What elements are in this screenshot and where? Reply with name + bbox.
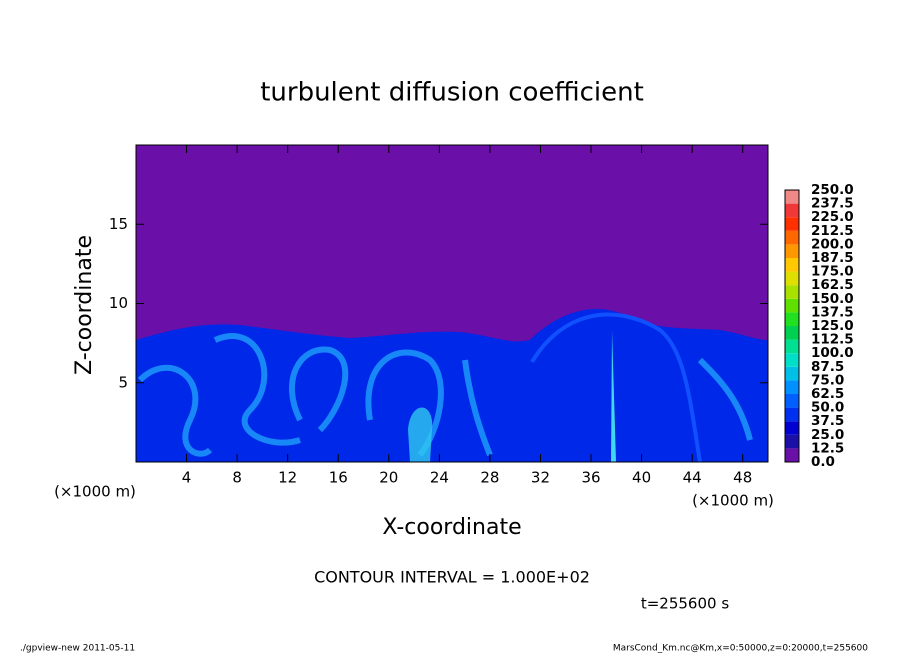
colorbar-label: 187.5 xyxy=(811,250,854,266)
field xyxy=(136,145,768,462)
colorbar-bin xyxy=(785,353,799,367)
x-tick-label: 24 xyxy=(430,469,449,487)
y-tick-label: 5 xyxy=(118,373,128,391)
x-tick-label: 44 xyxy=(683,469,702,487)
colorbar-bin xyxy=(785,339,799,354)
x-tick-label: 32 xyxy=(531,469,550,487)
colorbar-bin xyxy=(785,448,799,462)
colorbar-label: 225.0 xyxy=(811,209,854,225)
colorbar-label: 212.5 xyxy=(811,223,854,239)
y-unit: (×1000 m) xyxy=(54,483,136,501)
x-tick-label: 20 xyxy=(379,469,398,487)
colorbar-bin xyxy=(785,394,799,408)
colorbar-label: 62.5 xyxy=(811,386,844,402)
colorbar-label: 0.0 xyxy=(811,454,835,470)
colorbar-label: 25.0 xyxy=(811,427,844,443)
colorbar-bin xyxy=(785,203,799,218)
x-tick-label: 12 xyxy=(278,469,297,487)
colorbar-label: 100.0 xyxy=(811,345,854,361)
colorbar-bin xyxy=(785,326,799,340)
colorbar-bin xyxy=(785,407,799,422)
time-label: t=255600 s xyxy=(641,595,729,613)
colorbar-bin xyxy=(785,271,799,286)
colorbar-label: 150.0 xyxy=(811,291,854,307)
colorbar-label: 250.0 xyxy=(811,182,854,198)
y-axis-label: Z-coordinate xyxy=(72,235,97,375)
colorbar-bin xyxy=(785,217,799,231)
x-tick-label: 16 xyxy=(329,469,348,487)
colorbar-bin xyxy=(785,434,799,449)
x-tick-label: 8 xyxy=(232,469,242,487)
colorbar-bin xyxy=(785,258,799,272)
colorbar-label: 137.5 xyxy=(811,304,854,320)
colorbar-bin xyxy=(785,190,799,204)
colorbar-label: 125.0 xyxy=(811,318,854,334)
colorbar-label: 200.0 xyxy=(811,236,854,252)
colorbar-label: 12.5 xyxy=(811,440,844,456)
colorbar-label: 162.5 xyxy=(811,277,854,293)
contour-interval: CONTOUR INTERVAL = 1.000E+02 xyxy=(314,568,590,587)
colorbar-bin xyxy=(785,230,799,245)
x-unit: (×1000 m) xyxy=(692,492,774,510)
x-tick-label: 36 xyxy=(581,469,600,487)
colorbar-bin xyxy=(785,380,799,394)
colorbar-bin xyxy=(785,421,799,435)
colorbar-label: 75.0 xyxy=(811,372,844,388)
footer-right: MarsCond_Km.nc@Km,x=0:50000,z=0:20000,t=… xyxy=(613,644,868,654)
y-tick-label: 15 xyxy=(109,215,128,233)
colorbar-label: 112.5 xyxy=(811,332,854,348)
y-tick-label: 10 xyxy=(109,294,128,312)
colorbar-label: 50.0 xyxy=(811,400,844,416)
colorbar-bin xyxy=(785,244,799,258)
colorbar-bin xyxy=(785,285,799,299)
footer-left: ./gpview-new 2011-05-11 xyxy=(20,644,135,654)
colorbar-bin xyxy=(785,366,799,381)
colorbar-bin xyxy=(785,298,799,313)
x-axis-label: X-coordinate xyxy=(382,515,521,540)
colorbar-label: 87.5 xyxy=(811,359,844,375)
x-tick-label: 40 xyxy=(632,469,651,487)
colorbar-bin xyxy=(785,312,799,326)
colorbar-label: 237.5 xyxy=(811,196,854,212)
x-tick-label: 4 xyxy=(182,469,192,487)
chart-title: turbulent diffusion coefficient xyxy=(260,78,644,108)
colorbar-label: 175.0 xyxy=(811,264,854,280)
colorbar-frame xyxy=(784,189,800,463)
x-tick-label: 28 xyxy=(480,469,499,487)
colorbar-label: 37.5 xyxy=(811,413,844,429)
x-tick-label: 48 xyxy=(733,469,752,487)
